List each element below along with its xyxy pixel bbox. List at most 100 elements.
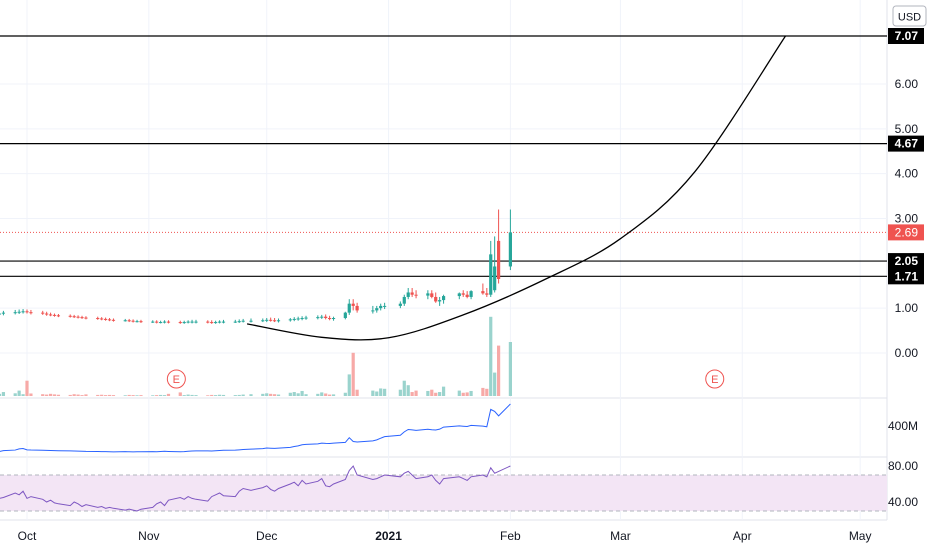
candle-body[interactable] bbox=[107, 319, 112, 321]
candle-body[interactable] bbox=[241, 320, 245, 322]
candle-body[interactable] bbox=[104, 318, 108, 320]
candle-body[interactable] bbox=[123, 320, 127, 322]
candle-body[interactable] bbox=[56, 315, 61, 317]
candle-body[interactable] bbox=[316, 317, 320, 319]
candle-body[interactable] bbox=[320, 316, 324, 318]
candle-body[interactable] bbox=[210, 322, 214, 324]
candle-body[interactable] bbox=[52, 314, 57, 316]
candle-body[interactable] bbox=[331, 318, 336, 320]
candle-body[interactable] bbox=[261, 320, 265, 322]
candle-body[interactable] bbox=[414, 294, 418, 296]
candle-body[interactable] bbox=[441, 296, 446, 301]
candle-body[interactable] bbox=[162, 321, 167, 323]
candle-body[interactable] bbox=[406, 292, 410, 297]
candle-body[interactable] bbox=[347, 303, 351, 313]
candle-body[interactable] bbox=[383, 305, 387, 307]
candle-body[interactable] bbox=[72, 316, 76, 318]
candle-body[interactable] bbox=[508, 232, 512, 267]
candle-body[interactable] bbox=[190, 321, 194, 323]
candle-body[interactable] bbox=[127, 320, 131, 322]
candle-body[interactable] bbox=[131, 320, 135, 322]
candle-body[interactable] bbox=[84, 317, 88, 319]
earnings-marker[interactable] bbox=[166, 369, 186, 389]
candle-body[interactable] bbox=[481, 291, 485, 294]
candle-body[interactable] bbox=[0, 313, 2, 315]
candle-body[interactable] bbox=[351, 303, 355, 306]
candle-body[interactable] bbox=[426, 293, 430, 296]
candle-body[interactable] bbox=[292, 318, 296, 320]
candle-body[interactable] bbox=[379, 305, 383, 309]
candle-body[interactable] bbox=[265, 319, 269, 321]
candle-body[interactable] bbox=[29, 312, 33, 314]
candle-body[interactable] bbox=[155, 321, 159, 323]
candle-body[interactable] bbox=[186, 321, 190, 323]
candle-body[interactable] bbox=[233, 321, 237, 323]
candle-body[interactable] bbox=[111, 319, 116, 321]
candle-body[interactable] bbox=[269, 319, 273, 321]
candle-body[interactable] bbox=[493, 266, 497, 291]
candle-body[interactable] bbox=[1, 312, 6, 314]
candle-body[interactable] bbox=[398, 303, 402, 306]
candle-body[interactable] bbox=[371, 310, 375, 312]
candle-body[interactable] bbox=[410, 292, 414, 295]
candle-body[interactable] bbox=[159, 322, 163, 324]
candle-layer[interactable] bbox=[0, 209, 512, 324]
candle-body[interactable] bbox=[100, 318, 104, 320]
candle-body[interactable] bbox=[276, 320, 281, 322]
candle-body[interactable] bbox=[182, 322, 186, 324]
candle-body[interactable] bbox=[328, 318, 332, 320]
candle-body[interactable] bbox=[497, 240, 501, 280]
currency-button[interactable]: USD bbox=[892, 5, 927, 27]
candle-body[interactable] bbox=[489, 254, 493, 295]
candle-body[interactable] bbox=[17, 311, 21, 313]
candle-body[interactable] bbox=[355, 305, 359, 311]
candle-body[interactable] bbox=[485, 293, 489, 295]
candle-body[interactable] bbox=[288, 319, 292, 321]
candle-body[interactable] bbox=[434, 296, 438, 302]
candle-body[interactable] bbox=[375, 308, 379, 311]
candle-body[interactable] bbox=[461, 293, 465, 295]
candle-body[interactable] bbox=[465, 294, 469, 297]
candle-body[interactable] bbox=[324, 316, 328, 319]
curve-layer[interactable] bbox=[246, 35, 787, 341]
candle-body[interactable] bbox=[25, 311, 29, 313]
candle-body[interactable] bbox=[237, 321, 241, 323]
candle-body[interactable] bbox=[221, 321, 226, 323]
candle-body[interactable] bbox=[430, 293, 434, 297]
candle-body[interactable] bbox=[249, 320, 253, 322]
earnings-marker[interactable] bbox=[705, 369, 725, 389]
price-axis-label: 4.00 bbox=[895, 167, 919, 181]
candle-body[interactable] bbox=[96, 318, 100, 320]
candle-body[interactable] bbox=[300, 318, 304, 320]
candle-body[interactable] bbox=[214, 322, 218, 324]
candle-body[interactable] bbox=[68, 315, 72, 317]
level-layer[interactable] bbox=[0, 35, 887, 277]
candle-body[interactable] bbox=[76, 316, 80, 318]
candle-body[interactable] bbox=[296, 318, 300, 320]
candle-body[interactable] bbox=[178, 322, 182, 324]
candle-body[interactable] bbox=[48, 314, 53, 316]
candle-body[interactable] bbox=[139, 321, 143, 323]
candle-body[interactable] bbox=[217, 321, 222, 323]
candle-body[interactable] bbox=[343, 312, 347, 319]
candle-body[interactable] bbox=[135, 321, 139, 323]
candle-body[interactable] bbox=[166, 321, 171, 323]
candle-body[interactable] bbox=[206, 321, 210, 323]
cup-curve-drawing[interactable] bbox=[246, 35, 787, 341]
candle-body[interactable] bbox=[21, 311, 25, 313]
candle-body[interactable] bbox=[151, 321, 155, 323]
candle-body[interactable] bbox=[469, 291, 473, 297]
candle-body[interactable] bbox=[41, 312, 45, 314]
candle-body[interactable] bbox=[438, 300, 442, 302]
candle-body[interactable] bbox=[194, 321, 198, 323]
candle-body[interactable] bbox=[80, 317, 84, 319]
candle-body[interactable] bbox=[457, 293, 461, 297]
candle-body[interactable] bbox=[13, 312, 17, 314]
candle-body[interactable] bbox=[402, 296, 406, 304]
candle-body[interactable] bbox=[45, 313, 49, 315]
candle-body[interactable] bbox=[272, 320, 277, 322]
candle-body[interactable] bbox=[304, 317, 308, 319]
